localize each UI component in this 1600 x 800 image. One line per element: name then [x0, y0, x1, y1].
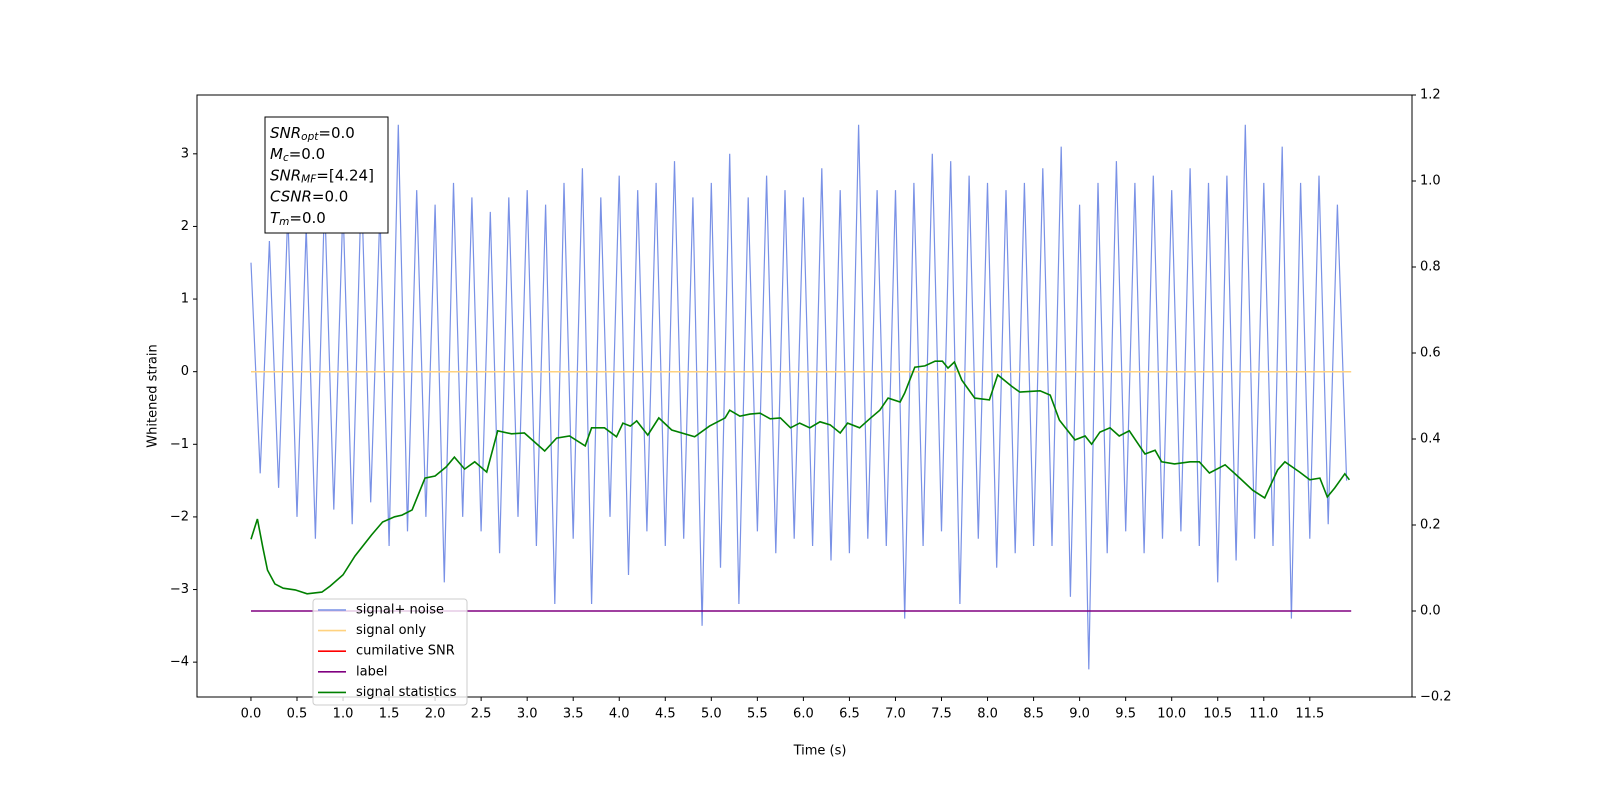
x-tick-label: 9.5 [1115, 707, 1136, 722]
plot-frame [196, 94, 1413, 698]
annotation-value: =0.0 [318, 124, 354, 142]
x-tick-label: 6.5 [839, 707, 860, 722]
y2-tick-label: 0.2 [1420, 518, 1441, 533]
x-tick-label: 6.0 [793, 707, 814, 722]
x-tick-label: 7.5 [931, 707, 952, 722]
legend-label: label [356, 664, 387, 679]
series-line [250, 124, 1348, 670]
annotation-symbol: SNR [270, 166, 301, 184]
annotation-symbol: M [270, 145, 283, 163]
annotation-line: SNRMF=[4.24] [270, 166, 374, 186]
y-tick-label: −4 [170, 655, 189, 670]
legend-label: cumilative SNR [356, 644, 455, 659]
x-tick-label: 7.0 [885, 707, 906, 722]
x-tick-label: 11.5 [1295, 707, 1324, 722]
x-axis-label: Time (s) [793, 744, 847, 759]
annotation-subscript: m [279, 216, 289, 228]
legend-label: signal+ noise [356, 603, 444, 618]
x-tick-label: 1.5 [379, 707, 400, 722]
x-tick-label: 8.5 [1023, 707, 1044, 722]
y2-tick-label: 0.0 [1420, 604, 1441, 619]
x-tick-label: 3.5 [563, 707, 584, 722]
y-tick-label: 3 [181, 146, 189, 161]
annotation-value: =0.0 [289, 145, 325, 163]
y-tick-label: 2 [181, 219, 189, 234]
annotation-line: Tm=0.0 [270, 208, 326, 228]
y2-tick-label: 1.0 [1420, 174, 1441, 189]
series-line [250, 360, 1351, 595]
annotation-symbol: T [270, 208, 281, 226]
legend-box [312, 598, 468, 706]
x-tick-label: 8.0 [977, 707, 998, 722]
x-tick-label: 10.5 [1203, 707, 1232, 722]
y-tick-label: 0 [181, 364, 189, 379]
y-tick-label: −1 [170, 437, 189, 452]
annotation-subscript: opt [301, 131, 319, 143]
legend-label: signal statistics [356, 685, 457, 700]
x-tick-label: 2.5 [471, 707, 492, 722]
annotation-subscript: c [283, 152, 289, 164]
x-tick-label: 4.5 [655, 707, 676, 722]
x-tick-label: 5.5 [747, 707, 768, 722]
legend-label: signal only [356, 623, 426, 638]
annotation-symbol: CSNR [270, 187, 312, 205]
annotation-line: SNRopt=0.0 [270, 124, 355, 144]
x-tick-label: 5.0 [701, 707, 722, 722]
x-tick-label: 4.0 [609, 707, 630, 722]
y2-tick-label: 1.2 [1420, 88, 1441, 103]
x-tick-label: 10.0 [1157, 707, 1186, 722]
y-tick-label: 1 [181, 292, 189, 307]
annotation-line: CSNR=0.0 [270, 187, 348, 205]
annotation-value: =0.0 [289, 208, 325, 226]
x-tick-label: 9.0 [1069, 707, 1090, 722]
annotation-box [264, 116, 389, 234]
annotation-symbol: SNR [270, 124, 301, 142]
y-axis-label: Whitened strain [146, 344, 161, 447]
x-tick-label: 1.0 [333, 707, 354, 722]
x-tick-label: 11.0 [1249, 707, 1278, 722]
x-tick-label: 0.0 [241, 707, 262, 722]
y2-tick-label: −0.2 [1420, 690, 1452, 705]
annotation-value: =[4.24] [316, 166, 374, 184]
y2-tick-label: 0.6 [1420, 346, 1441, 361]
annotation-value: =0.0 [312, 187, 348, 205]
y-tick-label: −3 [170, 582, 189, 597]
y2-tick-label: 0.4 [1420, 432, 1441, 447]
x-tick-label: 0.5 [287, 707, 308, 722]
y-tick-label: −2 [170, 509, 189, 524]
x-tick-label: 3.0 [517, 707, 538, 722]
y2-tick-label: 0.8 [1420, 260, 1441, 275]
x-tick-label: 2.0 [425, 707, 446, 722]
annotation-subscript: MF [301, 173, 317, 185]
annotation-line: Mc=0.0 [270, 145, 325, 165]
